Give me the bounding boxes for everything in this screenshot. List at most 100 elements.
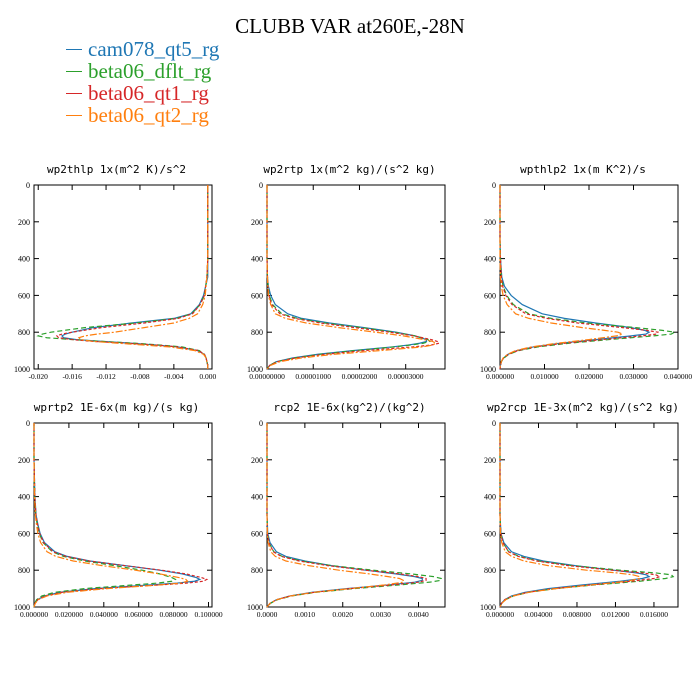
chart-svg: 0 200 400 600 800 1000-0.020 -0.016 -0.012 -0.00… — [14, 181, 216, 381]
panel-title: wpthlp2 1x(m K^2)/s — [520, 163, 646, 176]
x-tick-label: 0.0030 — [370, 610, 391, 619]
y-tick-label: 400 — [18, 255, 30, 264]
y-tick-label: 600 — [251, 529, 263, 538]
legend-swatch — [66, 48, 82, 50]
x-tick-label: 0.00001000 — [295, 372, 331, 381]
plot-frame — [266, 422, 446, 608]
legend-swatch — [66, 114, 82, 116]
x-tick-label: 0.000000 — [486, 610, 514, 619]
series-line-cam078_qt5_rg — [266, 185, 428, 370]
y-tick-label: 600 — [484, 291, 496, 300]
legend: cam078_qt5_rg beta06_dflt_rg beta06_qt1_… — [66, 38, 219, 126]
x-tick-label: 0.0010 — [295, 610, 316, 619]
y-tick-label: 1000 — [480, 603, 496, 612]
plot-frame — [33, 184, 213, 370]
series-line-beta06_qt2_rg — [499, 423, 641, 608]
y-tick-label: 800 — [251, 328, 263, 337]
panel-title: wp2rcp 1E-3x(m^2 kg)/(s^2 kg) — [486, 401, 680, 414]
panel-wp2rcp: wp2rcp 1E-3x(m^2 kg)/(s^2 kg) 0 200 400 600… — [466, 398, 700, 628]
series-line-beta06_qt2_rg — [266, 423, 404, 608]
chart-svg: 0 200 400 600 800 10000.0000 0.0010 0.0020 0.003… — [247, 419, 446, 619]
series-line-beta06_qt1_rg — [55, 185, 209, 369]
x-tick-label: 0.020000 — [575, 372, 603, 381]
legend-item-beta06-qt2-rg: beta06_qt2_rg — [66, 104, 219, 126]
x-tick-label: 0.000000 — [20, 610, 48, 619]
panel-title: wp2thlp 1x(m^2 K)/s^2 — [46, 163, 187, 176]
panel-rcp2: rcp2 1E-6x(kg^2)/(kg^2) 0 200 400 600 800 100… — [233, 398, 466, 628]
y-tick-label: 0 — [492, 181, 496, 190]
x-tick-label: 0.016000 — [640, 610, 668, 619]
x-tick-label: -0.008 — [130, 372, 150, 381]
y-tick-label: 0 — [26, 181, 30, 190]
x-tick-label: 0.000000 — [486, 372, 514, 381]
x-tick-label: 0.040000 — [664, 372, 692, 381]
series-line-beta06_dflt_rg — [266, 185, 431, 370]
legend-item-beta06-qt1-rg: beta06_qt1_rg — [66, 82, 219, 104]
series-line-beta06_dflt_rg — [36, 185, 209, 369]
x-tick-label: 0.012000 — [601, 610, 629, 619]
panel-wpthlp2: wpthlp2 1x(m K^2)/s 0 200 400 600 800 1000 0.0… — [466, 160, 700, 390]
panel-title: rcp2 1E-6x(kg^2)/(kg^2) — [273, 401, 426, 414]
y-tick-label: 0 — [26, 419, 30, 428]
y-tick-label: 200 — [18, 456, 30, 465]
series-line-beta06_qt2_rg — [266, 185, 437, 370]
x-tick-label: 0.0040 — [408, 610, 429, 619]
series-line-beta06_dflt_rg — [33, 423, 177, 608]
chart-svg: 0 200 400 600 800 10000.000000 0.020000 0.04000… — [14, 419, 223, 619]
x-tick-label: 0.0020 — [332, 610, 353, 619]
panel-wp2thlp: wp2thlp 1x(m^2 K)/s^2 0 200 400 600 800 1000-… — [0, 160, 233, 390]
y-tick-label: 600 — [251, 291, 263, 300]
legend-item-cam078-qt5-rg: cam078_qt5_rg — [66, 38, 219, 60]
y-tick-label: 0 — [492, 419, 496, 428]
y-tick-label: 600 — [18, 529, 30, 538]
x-tick-label: 0.100000 — [194, 610, 222, 619]
x-tick-label: 0.00000000 — [249, 372, 285, 381]
y-tick-label: 400 — [251, 255, 263, 264]
y-tick-label: 600 — [484, 529, 496, 538]
y-tick-label: 800 — [251, 566, 263, 575]
panel-wprtp2: wprtp2 1E-6x(m kg)/(s kg) 0 200 400 600 800 1… — [0, 398, 233, 628]
x-tick-label: 0.00003000 — [388, 372, 424, 381]
x-tick-label: -0.004 — [164, 372, 184, 381]
y-tick-label: 600 — [18, 291, 30, 300]
y-tick-label: 200 — [251, 218, 263, 227]
x-tick-label: 0.040000 — [90, 610, 118, 619]
series-line-cam078_qt5_rg — [499, 423, 651, 608]
x-tick-label: -0.020 — [29, 372, 49, 381]
legend-label: beta06_dflt_rg — [88, 59, 212, 83]
y-tick-label: 1000 — [480, 365, 496, 374]
y-tick-label: 1000 — [247, 603, 263, 612]
y-tick-label: 800 — [18, 566, 30, 575]
panel-title: wp2rtp 1x(m^2 kg)/(s^2 kg) — [263, 163, 436, 176]
y-tick-label: 1000 — [14, 365, 30, 374]
x-tick-label: 0.00002000 — [342, 372, 378, 381]
x-tick-label: 0.020000 — [55, 610, 83, 619]
series-line-cam078_qt5_rg — [266, 423, 423, 608]
panel-title: wprtp2 1E-6x(m kg)/(s kg) — [33, 401, 200, 414]
y-tick-label: 800 — [484, 566, 496, 575]
chart-svg: 0 200 400 600 800 10000.000000 0.004000 0.00800… — [480, 419, 679, 619]
x-tick-label: 0.060000 — [125, 610, 153, 619]
y-tick-label: 400 — [484, 493, 496, 502]
legend-label: beta06_qt2_rg — [88, 103, 209, 127]
x-tick-label: 0.080000 — [160, 610, 188, 619]
series-line-beta06_dflt_rg — [266, 423, 442, 608]
y-tick-label: 400 — [251, 493, 263, 502]
plot-frame — [33, 422, 213, 608]
series-line-beta06_dflt_rg — [499, 185, 677, 370]
chart-svg: 0 200 400 600 800 10000.00000000 0.00001000 0.0… — [247, 181, 446, 381]
series-line-beta06_qt2_rg — [499, 185, 625, 370]
series-line-beta06_qt1_rg — [499, 185, 660, 370]
x-tick-label: 0.010000 — [530, 372, 558, 381]
y-tick-label: 200 — [484, 218, 496, 227]
chart-svg: 0 200 400 600 800 10000.000000 0.010000 0.02000… — [480, 181, 692, 381]
y-tick-label: 0 — [259, 181, 263, 190]
legend-swatch — [66, 92, 82, 94]
panel-wp2rtp: wp2rtp 1x(m^2 kg)/(s^2 kg) 0 200 400 600 800… — [233, 160, 466, 390]
x-tick-label: -0.016 — [62, 372, 82, 381]
y-tick-label: 400 — [484, 255, 496, 264]
series-line-cam078_qt5_rg — [61, 185, 209, 369]
x-tick-label: -0.012 — [96, 372, 116, 381]
x-tick-label: 0.004000 — [524, 610, 552, 619]
y-tick-label: 1000 — [14, 603, 30, 612]
